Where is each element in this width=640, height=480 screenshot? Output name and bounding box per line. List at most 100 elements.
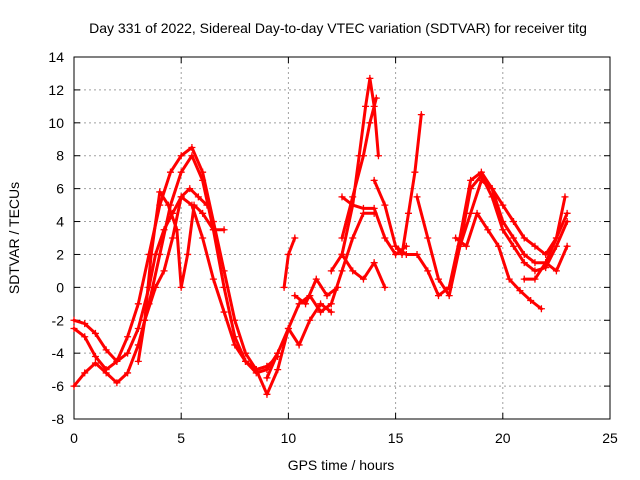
data-point <box>510 234 518 242</box>
data-point <box>359 275 367 283</box>
data-point <box>424 234 432 242</box>
data-point <box>209 226 217 234</box>
data-point <box>284 325 292 332</box>
data-point <box>563 242 571 250</box>
data-point <box>263 390 271 398</box>
data-point <box>177 193 185 201</box>
data-point <box>366 74 374 82</box>
data-point <box>199 209 207 217</box>
data-point <box>392 242 400 250</box>
data-point <box>349 201 357 209</box>
series-track-5 <box>141 185 211 324</box>
series-track-17 <box>445 176 571 291</box>
data-point <box>134 357 142 365</box>
data-point <box>424 267 432 275</box>
data-point <box>166 168 174 176</box>
data-point <box>160 267 168 275</box>
data-point <box>188 152 196 160</box>
data-point <box>445 283 453 291</box>
data-point <box>531 259 539 267</box>
data-point <box>186 185 194 193</box>
data-point <box>91 359 99 367</box>
data-point <box>91 352 99 360</box>
data-point <box>274 349 282 357</box>
data-point <box>499 201 507 209</box>
data-point <box>520 259 528 267</box>
data-point <box>370 176 378 184</box>
series-trace <box>254 211 376 396</box>
data-point <box>81 320 89 328</box>
data-point <box>113 357 121 365</box>
data-point <box>156 188 164 196</box>
y-tick-label: 0 <box>56 279 64 295</box>
data-point <box>338 250 346 258</box>
series-track-13 <box>338 250 389 291</box>
data-point <box>456 242 464 250</box>
data-point <box>542 250 550 258</box>
y-tick-label: 6 <box>56 181 64 197</box>
data-point <box>404 209 412 217</box>
data-point <box>531 242 539 250</box>
data-point <box>488 185 496 193</box>
x-tick-label: 10 <box>281 430 297 446</box>
series-trace <box>329 76 380 273</box>
data-point <box>467 185 475 193</box>
chart-title: Day 331 of 2022, Sidereal Day-to-day VTE… <box>89 20 587 36</box>
data-point <box>327 308 335 316</box>
series-track-12 <box>338 193 410 258</box>
data-point <box>177 283 185 291</box>
data-point <box>284 250 292 258</box>
data-point <box>113 379 121 387</box>
data-point <box>306 316 314 324</box>
series-track-14 <box>370 111 425 258</box>
series-layer <box>70 74 571 398</box>
data-point <box>327 267 335 275</box>
x-tick-label: 5 <box>177 430 185 446</box>
data-point <box>349 193 357 201</box>
data-point <box>531 267 539 275</box>
data-point <box>124 333 132 341</box>
x-tick-label: 25 <box>602 430 618 446</box>
series-trace <box>447 178 569 289</box>
data-point <box>462 242 470 250</box>
data-point <box>203 201 211 209</box>
data-point <box>467 176 475 184</box>
data-point <box>141 316 149 324</box>
plot-frame <box>73 56 611 420</box>
data-point <box>295 341 303 349</box>
data-point <box>520 234 528 242</box>
data-point <box>542 259 550 267</box>
y-tick-label: -6 <box>52 378 65 394</box>
data-point <box>381 234 389 242</box>
data-point <box>199 234 207 242</box>
series-trace <box>454 211 543 311</box>
data-point <box>552 242 560 250</box>
data-point <box>531 275 539 283</box>
y-tick-label: 10 <box>48 115 64 131</box>
series-trace <box>265 302 333 380</box>
series-trace <box>72 154 280 388</box>
data-point <box>177 168 185 176</box>
data-point <box>280 283 288 291</box>
data-point <box>381 283 389 291</box>
data-point <box>349 234 357 242</box>
data-point <box>190 201 198 209</box>
data-point <box>552 234 560 242</box>
y-tick-label: 2 <box>56 246 64 262</box>
series-track-7 <box>263 300 335 382</box>
data-point <box>372 94 380 102</box>
data-point <box>323 292 331 300</box>
data-point <box>452 234 460 242</box>
data-point <box>220 226 228 234</box>
data-point <box>467 209 475 217</box>
data-point <box>147 250 155 258</box>
series-track-8 <box>280 234 299 291</box>
data-point <box>188 144 196 151</box>
data-point <box>70 382 78 390</box>
data-point <box>370 259 378 267</box>
data-point <box>199 176 207 184</box>
x-tick-label: 20 <box>495 430 511 446</box>
y-tick-label: 14 <box>48 49 64 65</box>
data-point <box>495 242 503 250</box>
data-point <box>516 287 524 295</box>
